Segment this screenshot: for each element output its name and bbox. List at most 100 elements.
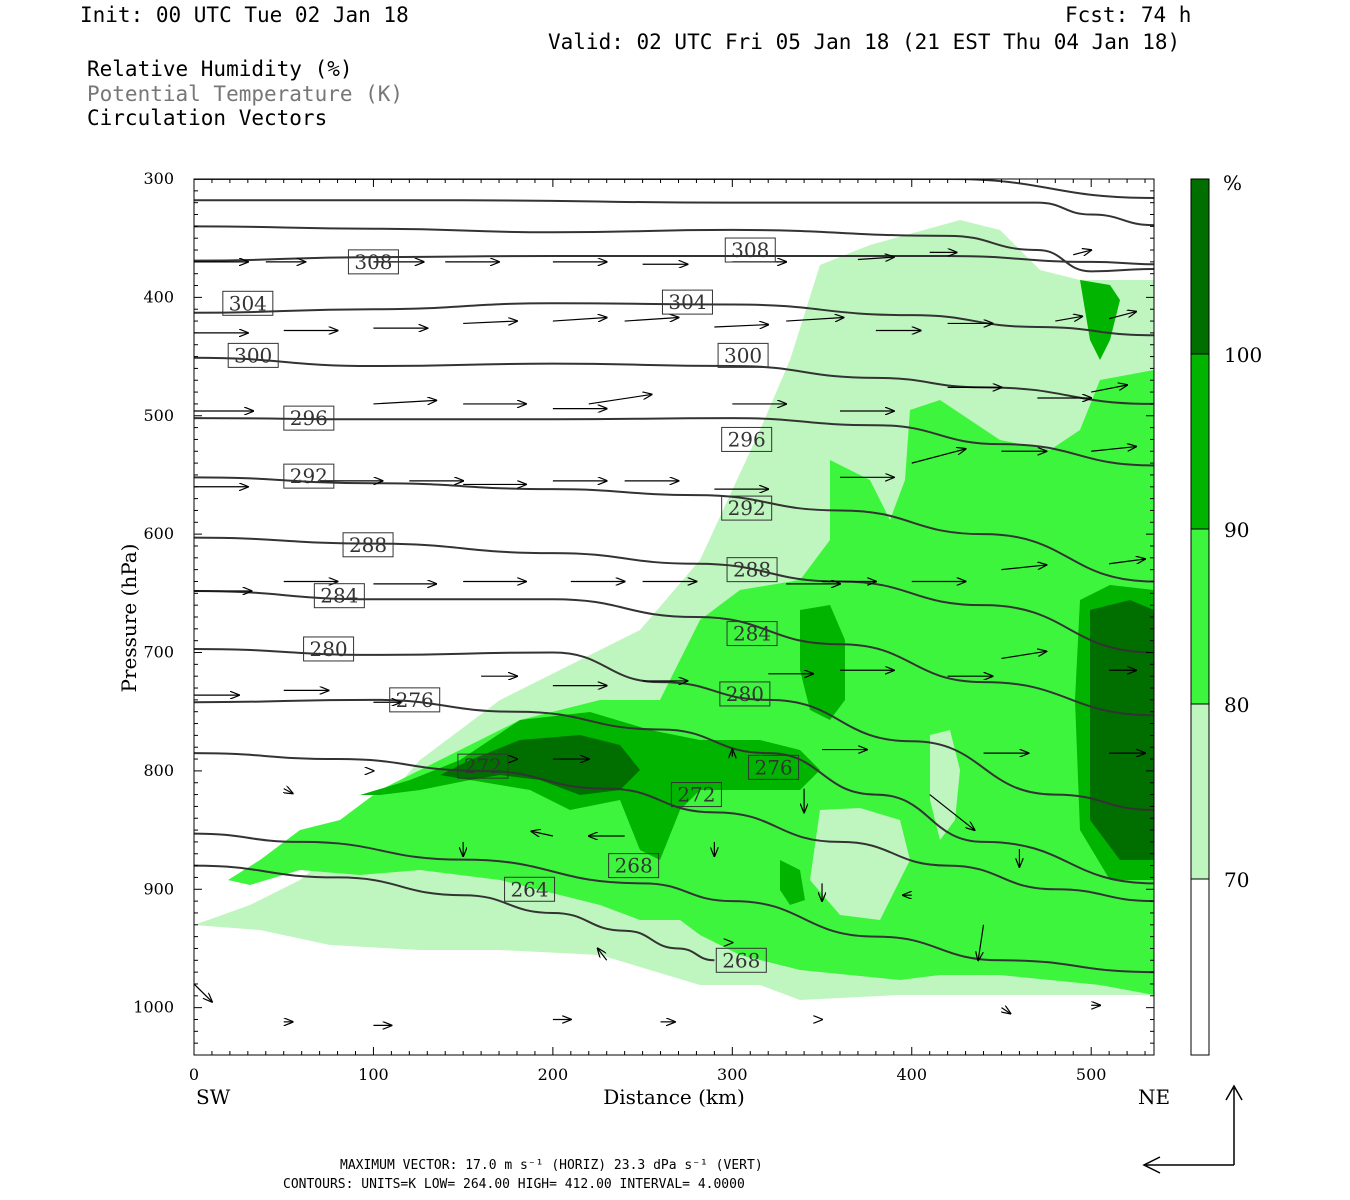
- y-tick-label: 700: [143, 643, 174, 662]
- circulation-vector: [1055, 316, 1082, 321]
- theta-contour-308: [194, 199, 1154, 227]
- field-theta-label: Potential Temperature (K): [87, 82, 404, 106]
- svg-text:308: 308: [731, 238, 769, 262]
- reference-vector: [1142, 1084, 1243, 1174]
- y-tick-label: 500: [143, 406, 174, 425]
- field-vector-label: Circulation Vectors: [87, 106, 328, 130]
- x-tick-label: 300: [717, 1065, 748, 1084]
- theta-label: 308: [347, 249, 399, 275]
- circulation-vector: [624, 318, 679, 322]
- circulation-vector: [284, 789, 293, 794]
- rh-70-80-inner: [810, 808, 910, 920]
- circulation-vector: [1073, 250, 1091, 255]
- theta-contour-labels: 308 308 304 304 300 300 296 296 292 292 288 288 284 2…: [222, 237, 800, 973]
- theta-contour-288: [194, 536, 1154, 654]
- circulation-vector: [1001, 651, 1046, 660]
- theta-label: 284: [726, 621, 778, 647]
- y-tick-label: 900: [143, 879, 174, 898]
- circulation-vector: [1091, 385, 1127, 393]
- circulation-vector: [911, 449, 966, 464]
- rh-dry-hole: [1000, 180, 1154, 275]
- svg-text:300: 300: [234, 343, 272, 367]
- y-tick-label: 400: [143, 287, 174, 306]
- svg-text:268: 268: [615, 854, 653, 878]
- theta-label: 280: [303, 636, 355, 662]
- svg-text:288: 288: [349, 533, 387, 557]
- theta-label: 292: [283, 463, 335, 489]
- svg-text:296: 296: [290, 406, 328, 430]
- x-axis-title: Distance (km): [603, 1085, 745, 1109]
- colorbar: % 100 90 80 70: [1190, 171, 1262, 1056]
- circulation-vector: [588, 394, 652, 405]
- theta-contour-308: [194, 225, 1154, 273]
- colorbar-band-100-plus: [1190, 178, 1210, 355]
- field-rh-label: Relative Humidity (%): [87, 57, 353, 81]
- circulation-vector: [373, 400, 436, 404]
- theta-label: 284: [313, 583, 365, 609]
- y-tick-label: 300: [143, 169, 174, 188]
- theta-label: 272: [670, 782, 722, 808]
- theta-label: 288: [726, 557, 778, 583]
- theta-label: 272: [457, 753, 509, 779]
- rh-100-plus-region: [440, 735, 640, 795]
- theta-label: 300: [227, 342, 279, 368]
- x-tick-label: 200: [538, 1065, 569, 1084]
- valid-time: Valid: 02 UTC Fri 05 Jan 18 (21 EST Thu …: [548, 30, 1181, 54]
- theta-contour-280: [194, 647, 1154, 811]
- sw-label: SW: [196, 1085, 231, 1109]
- svg-text:268: 268: [722, 948, 760, 972]
- circulation-vector: [1091, 447, 1136, 452]
- theta-contour-304: [194, 302, 1154, 337]
- svg-text:284: 284: [733, 622, 771, 646]
- colorbar-band-80-90: [1190, 528, 1210, 705]
- svg-text:308: 308: [354, 250, 392, 274]
- theta-label: 268: [608, 853, 660, 879]
- colorbar-unit: %: [1223, 171, 1242, 195]
- y-axis-title: Pressure (hPa): [117, 544, 141, 693]
- theta-label: 280: [719, 681, 771, 707]
- circulation-vector: [531, 831, 554, 836]
- theta-label: 304: [222, 290, 274, 316]
- svg-text:272: 272: [677, 783, 715, 807]
- circulation-vector: [857, 257, 894, 259]
- init-time: Init: 00 UTC Tue 02 Jan 18: [80, 3, 409, 27]
- theta-label: 276: [389, 687, 441, 713]
- theta-label: 304: [661, 289, 713, 315]
- theta-label: 296: [721, 426, 773, 452]
- theta-label: 292: [721, 495, 773, 521]
- svg-text:280: 280: [309, 637, 347, 661]
- x-tick-label: 500: [1076, 1065, 1107, 1084]
- theta-label: 308: [724, 237, 776, 263]
- colorbar-label-80: 80: [1224, 693, 1249, 717]
- colorbar-label-70: 70: [1224, 868, 1249, 892]
- y-tick-label: 800: [143, 761, 174, 780]
- theta-contour-264: [194, 864, 715, 962]
- circulation-vector: [714, 325, 768, 327]
- contours-note: CONTOURS: UNITS=K LOW= 264.00 HIGH= 412.…: [283, 1177, 745, 1192]
- colorbar-band-below-70: [1190, 878, 1210, 1056]
- x-tick-label: 100: [358, 1065, 389, 1084]
- theta-label: 288: [342, 532, 394, 558]
- circulation-vector: [1001, 1008, 1010, 1014]
- svg-text:284: 284: [320, 584, 358, 608]
- circulation-vector: [1001, 565, 1046, 571]
- max-vector-note: MAXIMUM VECTOR: 17.0 m s⁻¹ (HORIZ) 23.3 …: [340, 1158, 763, 1173]
- rh-90-100-patch-4: [800, 605, 845, 720]
- theta-contour-296: [194, 417, 1154, 467]
- svg-text:276: 276: [754, 755, 792, 779]
- theta-contour-284: [194, 589, 1154, 717]
- svg-text:292: 292: [290, 464, 328, 488]
- svg-text:280: 280: [726, 682, 764, 706]
- colorbar-label-100: 100: [1224, 343, 1262, 367]
- ne-label: NE: [1138, 1085, 1170, 1109]
- x-tick-label: 0: [189, 1065, 199, 1084]
- circulation-vector: [1109, 559, 1145, 565]
- svg-text:300: 300: [724, 343, 762, 367]
- svg-text:296: 296: [728, 427, 766, 451]
- forecast-hour: Fcst: 74 h: [1065, 3, 1192, 27]
- svg-text:304: 304: [668, 290, 706, 314]
- circulation-vector: [194, 983, 212, 1002]
- circulation-vector: [598, 948, 608, 961]
- y-tick-label: 600: [143, 524, 174, 543]
